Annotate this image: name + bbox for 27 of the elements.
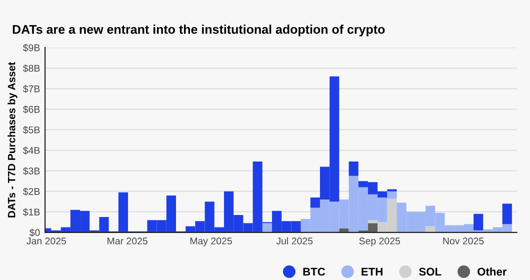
y-tick-label: $9B [22, 44, 40, 52]
x-tick-label: Jan 2025 [26, 238, 66, 244]
legend-label: SOL [419, 268, 442, 276]
x-tick-label: Jul 2025 [276, 237, 313, 244]
legend-label: BTC [303, 268, 326, 276]
bar [348, 162, 358, 176]
y-tick-label: $1B [22, 208, 40, 216]
x-tick-label: Sep 2025 [359, 238, 400, 246]
y-tick-label: $2B [22, 188, 40, 196]
y-tick-label: $4B [22, 146, 40, 154]
y-tick-label: $6B [22, 106, 40, 114]
bar [426, 226, 436, 232]
legend-label: ETH [362, 268, 382, 276]
chart-title: DATs are a new entrant into the institutional adoption of crypto [12, 24, 385, 36]
legend-label: Other [478, 267, 507, 276]
x-tick-label: May 2025 [190, 238, 232, 246]
bar [262, 223, 272, 232]
x-tick-label: Mar 2025 [108, 238, 148, 244]
y-tick-label: $8B [22, 64, 40, 72]
y-tick-label: $0 [29, 228, 40, 237]
x-tick-label: Nov 2025 [443, 238, 484, 244]
y-tick-label: $7B [22, 84, 40, 93]
y-tick-label: $5B [22, 126, 40, 134]
y-axis-title: DATs - T7D Purchases by Asset [8, 62, 18, 218]
bar [502, 204, 512, 224]
y-tick-label: $3B [22, 167, 40, 175]
bar [474, 214, 484, 230]
